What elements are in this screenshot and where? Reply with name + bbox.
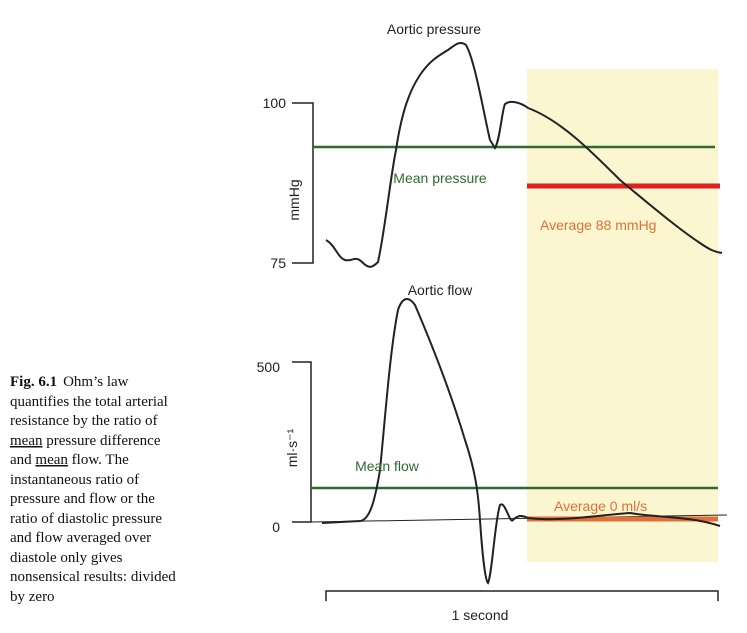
caption-label: Fig. 6.1 — [10, 374, 57, 390]
tick-label: 75 — [270, 255, 286, 271]
panel-title: Aortic pressure — [387, 21, 481, 37]
diastole-band — [527, 69, 718, 562]
y-axis — [292, 102, 314, 264]
y-axis — [292, 361, 312, 523]
time-bracket — [325, 590, 719, 601]
tick-label: 100 — [263, 95, 287, 111]
mean-label: Mean flow — [355, 458, 420, 474]
caption-line: Fig. 6.1 Ohm’s law — [10, 374, 129, 390]
axis-unit: ml·s⁻¹ — [284, 428, 300, 467]
panel-title: Aortic flow — [408, 282, 473, 298]
pressure-curve — [325, 41, 723, 268]
caption-text: mean — [35, 452, 68, 468]
tick-label: 500 — [257, 359, 281, 375]
caption-line: nonsensical results: divided — [10, 569, 176, 585]
average-label: Average 88 mmHg — [540, 217, 656, 233]
caption-text: mean — [10, 433, 43, 449]
caption-text: Ohm’s law — [63, 374, 129, 390]
caption-line: resistance by the ratio of — [10, 413, 157, 429]
average-label: Average 0 ml/s — [554, 498, 647, 514]
caption-line: ratio of diastolic pressure — [10, 511, 162, 527]
caption-line: and mean flow. The — [10, 452, 129, 468]
caption-line: by zero — [10, 589, 55, 605]
caption-line: diastole only gives — [10, 550, 123, 566]
caption-line: quantifies the total arterial — [10, 394, 168, 410]
caption-line: and flow averaged over — [10, 530, 151, 546]
caption-line: instantaneous ratio of — [10, 472, 139, 488]
caption-line: mean pressure difference — [10, 433, 161, 449]
caption-text: pressure difference — [42, 433, 160, 449]
flow-curve — [321, 298, 721, 585]
caption-text: and — [10, 452, 35, 468]
caption-line: pressure and flow or the — [10, 491, 155, 507]
mean-label: Mean pressure — [393, 170, 487, 186]
tick-label: 0 — [272, 519, 280, 535]
axis-unit: mmHg — [286, 179, 302, 220]
time-label: 1 second — [452, 607, 509, 623]
caption-text: flow. The — [68, 452, 129, 468]
